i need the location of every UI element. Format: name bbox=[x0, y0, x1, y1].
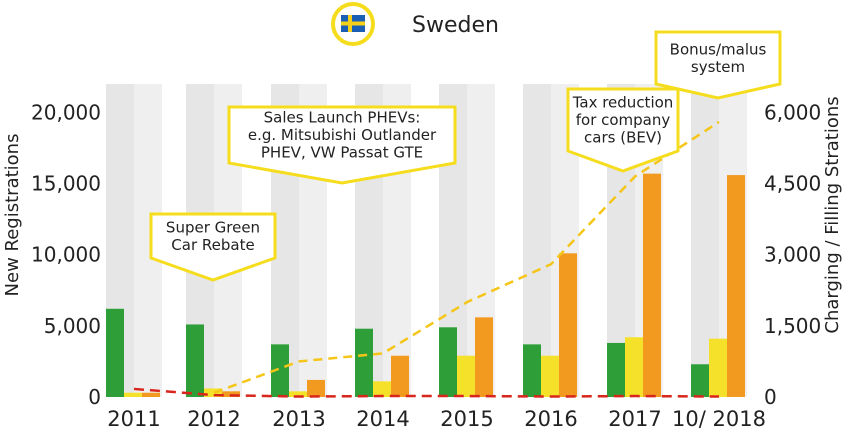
bar-s1-0 bbox=[124, 392, 142, 397]
axis-ticks: 0 5,000 10,000 15,000 20,000 0 1,500 3,000 4,500… bbox=[31, 100, 821, 431]
x-tick-2: 2013 bbox=[272, 407, 325, 431]
x-tick-1: 2012 bbox=[187, 407, 240, 431]
callout-1-line-0: Sales Launch PHEVs: bbox=[264, 109, 421, 127]
callout-0-line-1: Car Rebate bbox=[171, 236, 254, 254]
bar-s0-5 bbox=[523, 344, 541, 397]
bar-s2-7 bbox=[727, 175, 745, 397]
y2-tick-4: 6,000 bbox=[764, 100, 821, 124]
callout-2-line-0: Tax reduction bbox=[572, 94, 674, 112]
callout-1: Sales Launch PHEVs:e.g. Mitsubishi Outla… bbox=[227, 105, 457, 185]
y-tick-4: 20,000 bbox=[31, 100, 101, 124]
bar-s0-7 bbox=[691, 364, 709, 397]
callout-3-line-0: Bonus/malus bbox=[670, 40, 767, 58]
bar-s2-6 bbox=[643, 173, 661, 397]
bar-s2-0 bbox=[142, 392, 160, 397]
y-tick-3: 15,000 bbox=[31, 172, 101, 196]
callout-box-3 bbox=[654, 30, 782, 100]
bar-s2-5 bbox=[559, 253, 577, 397]
bar-s2-2 bbox=[307, 379, 325, 397]
line-series-0 bbox=[213, 120, 720, 394]
callout-1-line-2: PHEV, VW Passat GTE bbox=[261, 144, 423, 162]
bar-s2-3 bbox=[391, 355, 409, 397]
callout-1-line-1: e.g. Mitsubishi Outlander bbox=[248, 126, 437, 144]
callout-box-1 bbox=[227, 105, 457, 185]
x-tick-3: 2014 bbox=[356, 407, 409, 431]
bar-s1-3 bbox=[373, 381, 391, 397]
bar-s0-6 bbox=[607, 342, 625, 397]
callout-0-line-0: Super Green bbox=[166, 218, 260, 236]
bar-s0-0 bbox=[106, 308, 124, 397]
bar-s1-1 bbox=[204, 388, 222, 397]
bars bbox=[106, 173, 745, 397]
x-tick-6: 2017 bbox=[608, 407, 661, 431]
bar-s1-4 bbox=[457, 355, 475, 397]
y-tick-0: 0 bbox=[88, 385, 101, 409]
y2-axis-title: Charging / Filling Strations bbox=[822, 96, 843, 333]
sweden-flag-icon bbox=[331, 2, 375, 46]
y2-tick-0: 0 bbox=[764, 385, 777, 409]
line-series-1 bbox=[133, 387, 720, 398]
y2-tick-2: 3,000 bbox=[764, 243, 821, 267]
y2-tick-1: 1,500 bbox=[764, 314, 821, 338]
callout-3-line-1: system bbox=[691, 58, 745, 76]
y2-tick-3: 4,500 bbox=[764, 172, 821, 196]
bar-s1-6 bbox=[625, 337, 643, 397]
x-tick-0: 2011 bbox=[107, 407, 160, 431]
x-tick-7: 10/ 2018 bbox=[672, 407, 766, 431]
bar-s1-5 bbox=[541, 355, 559, 397]
bar-s0-3 bbox=[355, 328, 373, 397]
bar-s1-2 bbox=[289, 391, 307, 397]
x-tick-5: 2016 bbox=[524, 407, 577, 431]
callout-box-2 bbox=[566, 87, 680, 173]
bar-s0-2 bbox=[271, 344, 289, 397]
y-axis-title: New Registrations bbox=[2, 134, 23, 297]
callout-2-line-2: cars (BEV) bbox=[584, 129, 662, 147]
callout-2-line-1: for company bbox=[576, 111, 671, 129]
callout-box-0 bbox=[149, 212, 277, 282]
bar-s0-4 bbox=[439, 327, 457, 397]
trend-lines bbox=[133, 120, 720, 398]
bar-s0-1 bbox=[186, 324, 204, 397]
bar-s1-7 bbox=[709, 338, 727, 397]
y-tick-1: 5,000 bbox=[44, 314, 101, 338]
x-tick-4: 2015 bbox=[440, 407, 493, 431]
bar-s2-4 bbox=[475, 317, 493, 397]
country-title: Sweden bbox=[412, 13, 499, 38]
y-tick-2: 10,000 bbox=[31, 243, 101, 267]
